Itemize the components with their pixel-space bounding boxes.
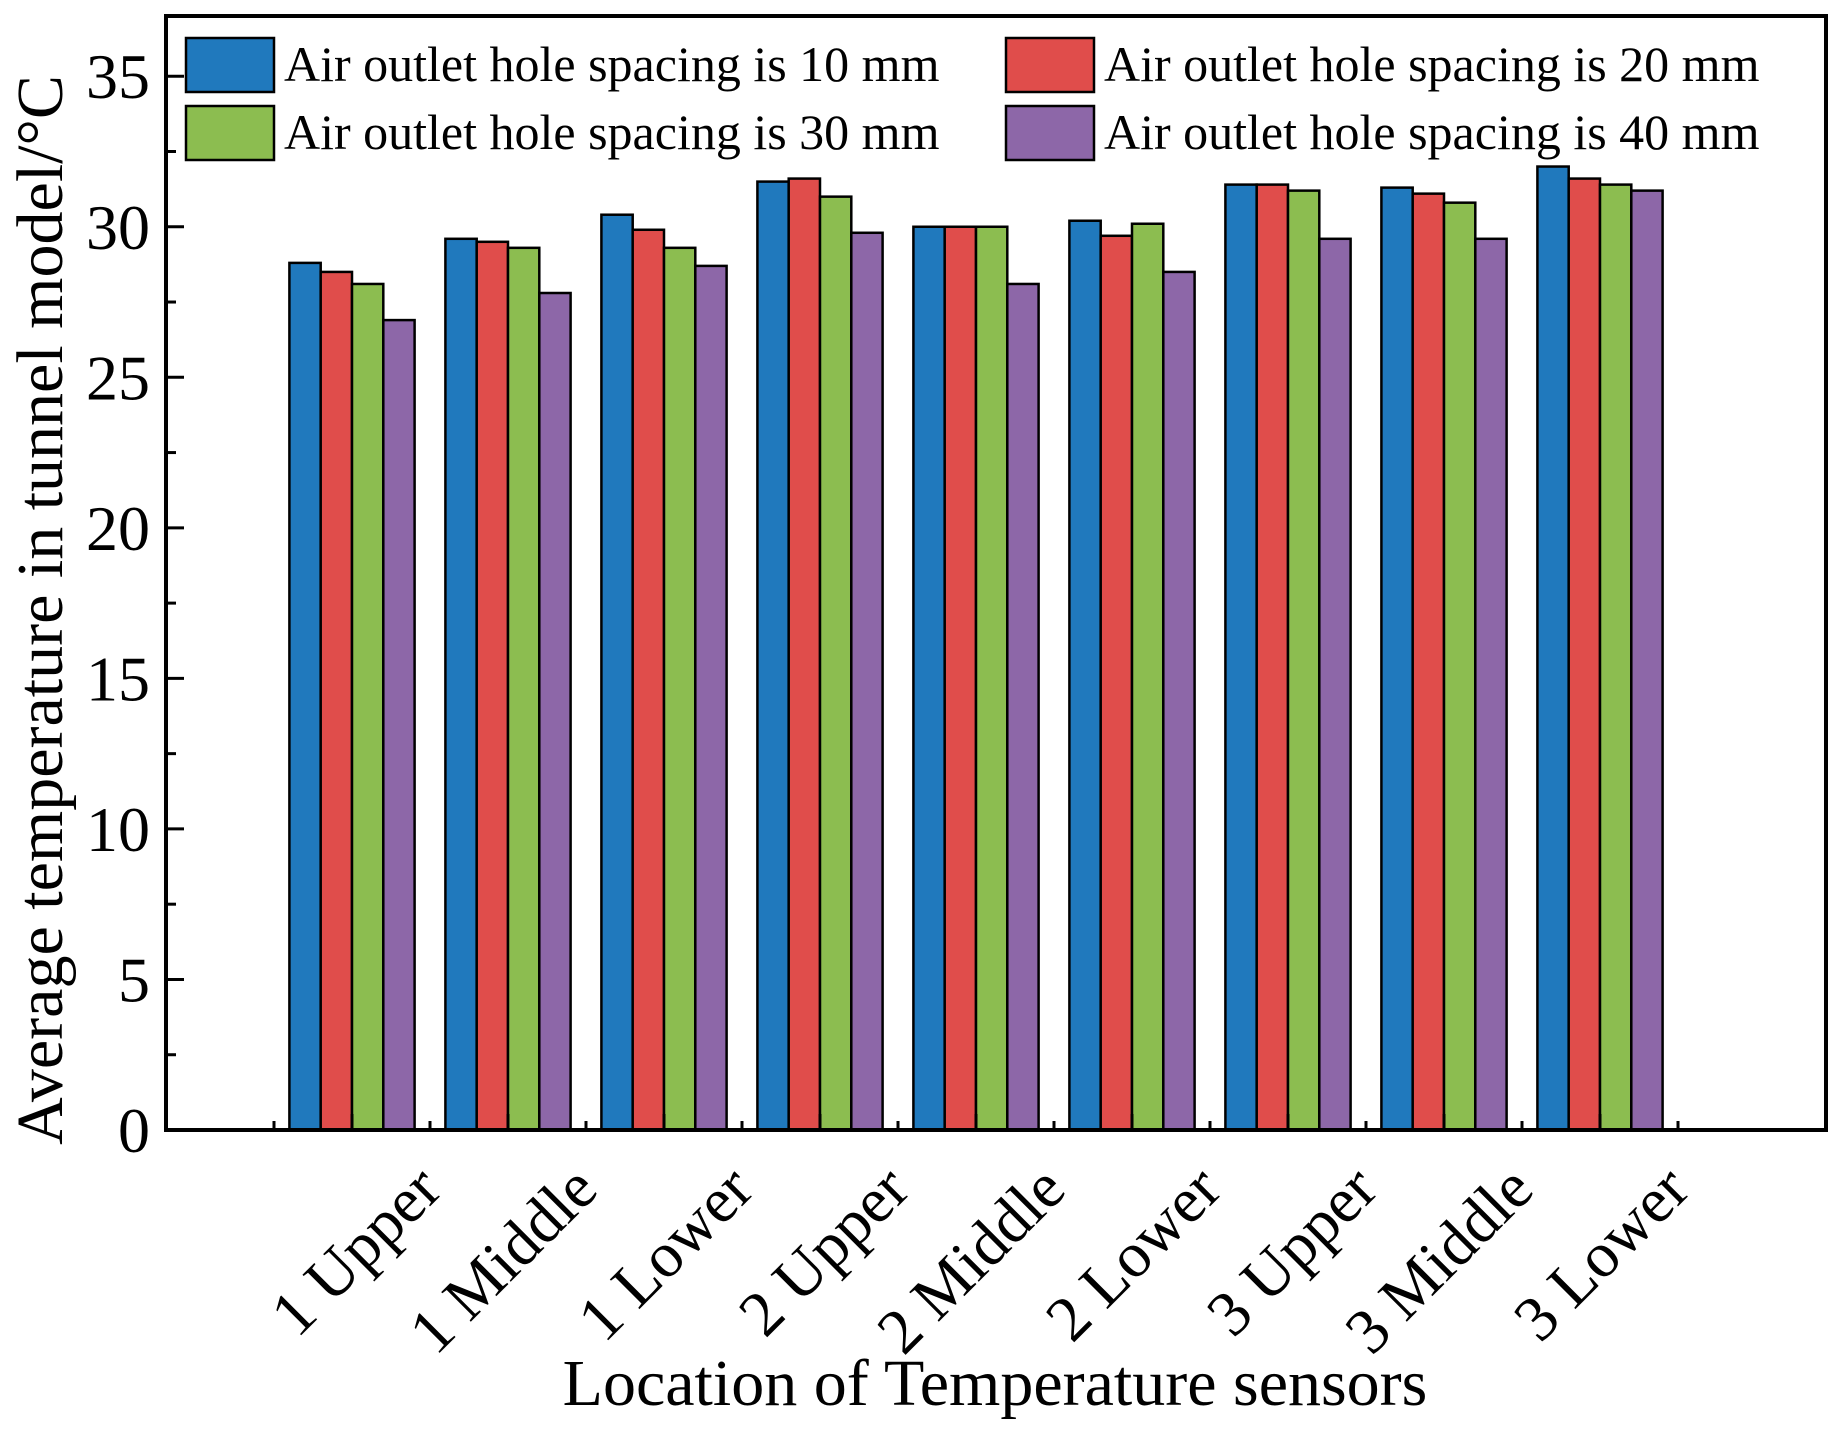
bar-3-lower-series-1 — [1536, 165, 1570, 1132]
legend-swatch-series-3 — [184, 104, 276, 162]
bar-1-upper-series-1 — [288, 261, 322, 1132]
bar-1-middle-series-4 — [538, 291, 572, 1132]
bar-3-middle-series-1 — [1380, 186, 1414, 1132]
bar-2-middle-series-4 — [1006, 282, 1040, 1132]
legend-swatch-series-1 — [184, 36, 276, 94]
y-tick-label: 25 — [86, 342, 150, 413]
bar-1-middle-series-3 — [506, 246, 541, 1132]
y-tick-label: 15 — [86, 643, 150, 714]
legend-label-series-1: Air outlet hole spacing is 10 mm — [284, 36, 940, 92]
bar-3-middle-series-3 — [1442, 201, 1477, 1132]
bar-1-upper-series-2 — [319, 270, 354, 1132]
bar-2-upper-series-1 — [756, 180, 790, 1132]
bar-1-lower-series-2 — [631, 228, 666, 1132]
bar-2-lower-series-4 — [1162, 270, 1196, 1132]
y-axis: 0 5 10 15 20 25 30 35 — [86, 41, 184, 1166]
y-tick-label: 20 — [86, 493, 150, 564]
bar-2-lower-series-2 — [1099, 234, 1134, 1132]
bar-3-lower-series-3 — [1598, 183, 1633, 1132]
bar-1-middle-series-2 — [475, 240, 510, 1132]
y-tick-label: 0 — [118, 1095, 150, 1166]
bar-1-middle-series-1 — [444, 237, 478, 1132]
legend-label-series-4: Air outlet hole spacing is 40 mm — [1104, 104, 1760, 160]
y-axis-label: Average temperature in tunnel model/°C — [4, 75, 77, 1145]
bar-2-upper-series-2 — [787, 177, 822, 1132]
bar-2-middle-series-2 — [943, 225, 978, 1132]
bar-1-upper-series-3 — [350, 282, 385, 1132]
bar-2-lower-series-1 — [1068, 219, 1102, 1132]
bar-3-upper-series-1 — [1224, 183, 1258, 1132]
bar-1-lower-series-3 — [662, 246, 697, 1132]
y-tick-label: 5 — [118, 944, 150, 1015]
legend: Air outlet hole spacing is 10 mm Air outl… — [184, 36, 1760, 162]
bar-3-middle-series-4 — [1474, 237, 1508, 1132]
bars-layer — [288, 165, 1664, 1132]
y-tick-label: 35 — [86, 41, 150, 112]
plot-frame — [164, 14, 1828, 1132]
y-tick-label: 30 — [86, 192, 150, 263]
x-tick-label: 1 Lower — [564, 1152, 766, 1354]
bar-3-middle-series-2 — [1411, 192, 1446, 1132]
bar-3-lower-series-4 — [1630, 189, 1664, 1132]
legend-label-series-3: Air outlet hole spacing is 30 mm — [284, 104, 940, 160]
bar-2-lower-series-3 — [1130, 222, 1165, 1132]
bar-1-lower-series-1 — [600, 213, 634, 1132]
x-tick-label: 2 Lower — [1032, 1152, 1234, 1354]
legend-swatch-series-4 — [1004, 104, 1096, 162]
bar-1-upper-series-4 — [382, 318, 416, 1132]
bar-3-upper-series-2 — [1255, 183, 1290, 1132]
legend-label-series-2: Air outlet hole spacing is 20 mm — [1104, 36, 1760, 92]
legend-swatch-series-2 — [1004, 36, 1096, 94]
bar-2-middle-series-3 — [974, 225, 1009, 1132]
bar-3-upper-series-4 — [1318, 237, 1352, 1132]
bar-2-upper-series-3 — [818, 195, 853, 1132]
bar-1-lower-series-4 — [694, 264, 728, 1132]
x-axis-label: Location of Temperature sensors — [563, 1347, 1428, 1420]
bar-3-upper-series-3 — [1286, 189, 1321, 1132]
bar-3-lower-series-2 — [1567, 177, 1602, 1132]
bar-2-upper-series-4 — [850, 231, 884, 1132]
x-tick-label: 3 Lower — [1500, 1152, 1702, 1354]
bar-2-middle-series-1 — [912, 225, 946, 1132]
y-tick-label: 10 — [86, 794, 150, 865]
